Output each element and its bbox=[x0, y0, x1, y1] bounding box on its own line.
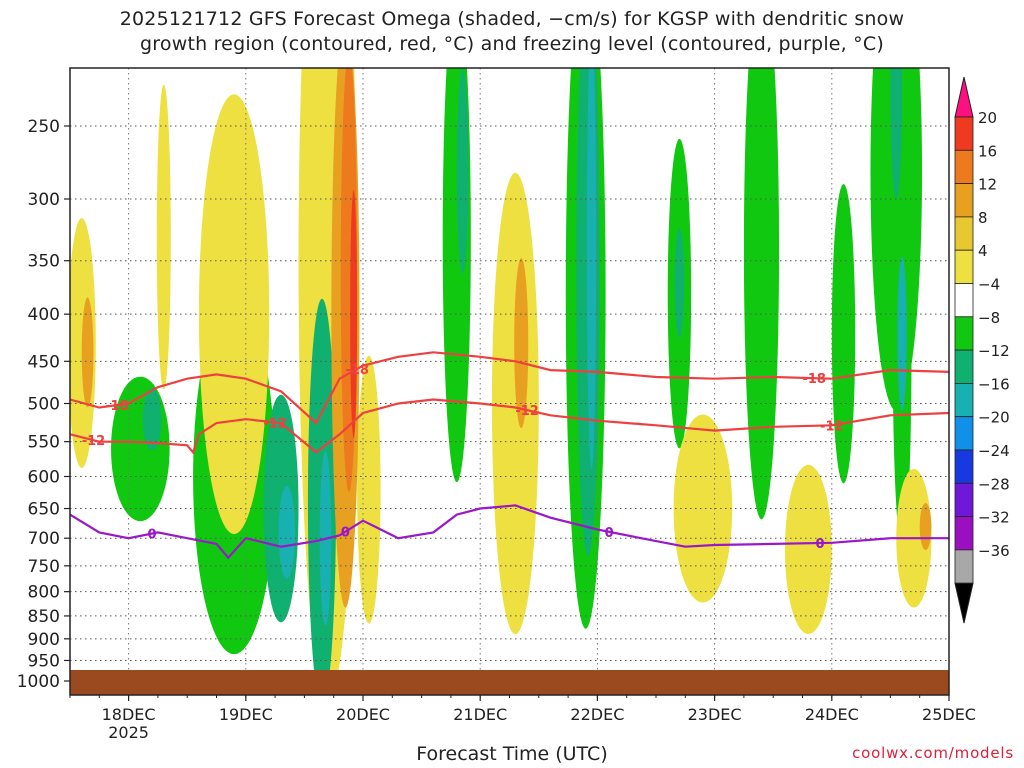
omega-region-29 bbox=[278, 485, 296, 580]
colorbar-label-12: −32 bbox=[978, 509, 1010, 527]
freezing-label-1: 0 bbox=[341, 526, 350, 541]
omega-shading bbox=[70, 68, 932, 695]
dgz-top-contour bbox=[70, 351, 949, 425]
omega-region-14 bbox=[831, 184, 856, 484]
colorbar-label-7: −12 bbox=[978, 342, 1010, 360]
y-tick-label-600: 600 bbox=[28, 467, 60, 487]
y-tick-label-1000: 1000 bbox=[17, 672, 60, 692]
colorbar-segment-7 bbox=[954, 316, 974, 351]
freezing-level-contour bbox=[70, 504, 949, 560]
y-tick-label-750: 750 bbox=[28, 557, 60, 577]
colorbar-label-4: 4 bbox=[978, 242, 988, 260]
omega-region-13 bbox=[784, 464, 832, 635]
dgz-top-label-1: -18 bbox=[345, 363, 369, 378]
colorbar-segment-2 bbox=[954, 149, 974, 185]
colorbar-segment-1 bbox=[954, 116, 974, 151]
colorbar-segment-12 bbox=[954, 482, 974, 517]
x-tick-label-23DEC: 23DEC bbox=[688, 705, 742, 724]
colorbar-segment-3 bbox=[954, 183, 974, 218]
omega-region-27 bbox=[890, 68, 903, 200]
y-tick-label-500: 500 bbox=[28, 395, 60, 415]
x-tick-label-24DEC: 24DEC bbox=[805, 705, 859, 724]
y-tick-label-300: 300 bbox=[28, 190, 60, 210]
omega-region-34 bbox=[350, 190, 358, 439]
y-tick-label-900: 900 bbox=[28, 630, 60, 650]
omega-region-2 bbox=[156, 84, 171, 390]
y-tick-label-350: 350 bbox=[28, 252, 60, 272]
colorbar-segment-11 bbox=[954, 449, 974, 484]
colorbar-segment-9 bbox=[954, 382, 974, 418]
colorbar-segment-5 bbox=[954, 249, 974, 284]
y-tick-label-700: 700 bbox=[28, 529, 60, 549]
terrain-surface bbox=[70, 670, 949, 695]
chart-subtitle: growth region (contoured, red, °C) and f… bbox=[140, 33, 884, 55]
colorbar-label-8: −16 bbox=[978, 375, 1010, 393]
omega-region-33 bbox=[897, 256, 907, 411]
colorbar-label-13: −36 bbox=[978, 542, 1010, 560]
dgz-bottom-label-3: -12 bbox=[820, 419, 844, 434]
omega-region-12 bbox=[673, 414, 733, 603]
colorbar-label-11: −28 bbox=[978, 475, 1010, 493]
y-tick-label-450: 450 bbox=[28, 352, 60, 372]
credit-label: coolwx.com/models bbox=[852, 744, 1014, 762]
dgz-bottom-label-2: -12 bbox=[515, 404, 539, 419]
omega-region-28 bbox=[919, 503, 932, 551]
y-tick-label-650: 650 bbox=[28, 500, 60, 520]
freezing-label-0: 0 bbox=[148, 528, 157, 543]
omega-region-26 bbox=[674, 228, 685, 338]
y-tick-label-250: 250 bbox=[28, 117, 60, 137]
colorbar-top-arrow bbox=[954, 76, 974, 118]
x-tick-label-22DEC: 22DEC bbox=[570, 705, 624, 724]
freezing-label-2: 0 bbox=[605, 526, 614, 541]
axes: 250 300 350 400 450 500 550 600 650 700 750 800 850 9… bbox=[17, 117, 976, 742]
colorbar-label-5: −4 bbox=[978, 276, 1000, 294]
dgz-top-label-0: -18 bbox=[105, 399, 129, 414]
omega-region-32 bbox=[586, 68, 597, 469]
omega-region-19 bbox=[142, 388, 162, 451]
colorbar-segment-8 bbox=[954, 349, 974, 384]
x-tick-label-19DEC: 19DEC bbox=[219, 705, 273, 724]
contour-lines: -18 -18 -18 -12 -12 -12 -12 0 0 0 0 bbox=[70, 351, 949, 560]
x-axis-title: Forecast Time (UTC) bbox=[416, 743, 608, 765]
omega-region-18 bbox=[81, 297, 94, 408]
colorbar-segment-14 bbox=[954, 549, 974, 584]
dgz-top-label-2: -18 bbox=[802, 372, 826, 387]
colorbar-segment-10 bbox=[954, 416, 974, 451]
colorbar-segment-13 bbox=[954, 516, 974, 551]
colorbar-label-1: 16 bbox=[978, 142, 997, 160]
colorbar-label-2: 12 bbox=[978, 176, 997, 194]
x-tick-label-25DEC: 25DEC bbox=[922, 705, 976, 724]
omega-region-11 bbox=[743, 68, 780, 520]
y-tick-label-800: 800 bbox=[28, 583, 60, 603]
x-tick-label-20DEC: 20DEC bbox=[336, 705, 390, 724]
colorbar-segment-4 bbox=[954, 216, 974, 251]
omega-region-6 bbox=[357, 355, 381, 624]
colorbar-label-9: −20 bbox=[978, 409, 1010, 427]
colorbar: 20 16 12 8 4 −4 −8 −12 −16 −20 −24 −28 −32 −36 bbox=[954, 76, 1010, 624]
y-tick-label-550: 550 bbox=[28, 433, 60, 453]
freezing-label-3: 0 bbox=[816, 537, 825, 552]
colorbar-label-10: −24 bbox=[978, 442, 1010, 460]
colorbar-label-6: −8 bbox=[978, 309, 1000, 327]
dgz-bottom-label-0: -12 bbox=[82, 434, 106, 449]
colorbar-label-3: 8 bbox=[978, 209, 988, 227]
y-tick-label-400: 400 bbox=[28, 305, 60, 325]
omega-region-23 bbox=[456, 69, 469, 274]
dgz-bottom-contour bbox=[70, 398, 949, 455]
colorbar-bottom-arrow bbox=[954, 582, 974, 624]
y-tick-label-950: 950 bbox=[28, 651, 60, 671]
x-year-label: 2025 bbox=[108, 723, 149, 742]
x-tick-label-21DEC: 21DEC bbox=[453, 705, 507, 724]
colorbar-label-0: 20 bbox=[978, 109, 997, 127]
omega-region-4 bbox=[198, 94, 270, 535]
chart-title: 2025121712 GFS Forecast Omega (shaded, −… bbox=[119, 8, 905, 30]
x-tick-label-18DEC: 18DEC bbox=[102, 705, 156, 724]
dgz-bottom-label-1: -12 bbox=[263, 416, 287, 431]
colorbar-segment-6 bbox=[954, 283, 974, 318]
y-tick-label-850: 850 bbox=[28, 607, 60, 627]
omega-region-24 bbox=[514, 258, 529, 429]
